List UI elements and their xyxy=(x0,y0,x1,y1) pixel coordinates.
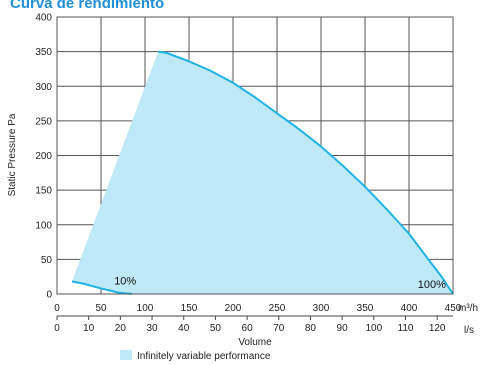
x-tick-label-m3h: 200 xyxy=(225,303,242,314)
x-tick-label-m3h: 350 xyxy=(357,303,374,314)
annotation-label: 10% xyxy=(114,275,136,287)
x-tick-label-m3h: 150 xyxy=(181,303,198,314)
y-tick-label: 150 xyxy=(35,186,52,197)
performance-area xyxy=(71,51,454,294)
x-tick-label-ls: 60 xyxy=(242,323,254,334)
x-tick-labels-ls: 0 10 20 30 40 50 60 70 80 90 100 110 120 xyxy=(54,323,446,334)
x-tick-label-m3h: 450 xyxy=(445,303,462,314)
x-tick-label-m3h: 250 xyxy=(269,303,286,314)
x-tick-label-m3h: 400 xyxy=(401,303,418,314)
x-tick-label-ls: 20 xyxy=(115,323,127,334)
x-tick-label-ls: 70 xyxy=(273,323,285,334)
x-tick-label-ls: 120 xyxy=(429,323,446,334)
x-tick-label-ls: 40 xyxy=(178,323,190,334)
x-tick-label-ls: 50 xyxy=(210,323,222,334)
x-tick-label-ls: 110 xyxy=(398,323,414,334)
secondary-axis-ticks xyxy=(56,316,438,320)
x-tick-label-m3h: 300 xyxy=(313,303,330,314)
x-tick-label-m3h: 100 xyxy=(137,303,154,314)
x-tick-label-ls: 30 xyxy=(146,323,158,334)
y-tick-label: 400 xyxy=(35,13,52,24)
x-tick-label-ls: 90 xyxy=(337,323,349,334)
curves xyxy=(71,50,454,295)
y-axis-label: Static Pressure Pa xyxy=(7,113,18,196)
x-tick-label-ls: 100 xyxy=(365,323,382,334)
x-tick-label-m3h: 0 xyxy=(54,303,60,314)
x-tick-label-ls: 0 xyxy=(54,323,60,334)
plot-frame xyxy=(56,16,454,295)
y-tick-labels: 0 50 100 150 200 250 300 350 400 xyxy=(35,13,52,301)
annotation-label: 100% xyxy=(418,279,446,291)
legend-swatch xyxy=(120,350,132,360)
legend-label: Infinitely variable performance xyxy=(137,351,271,362)
x-axis-label: Volume xyxy=(238,337,272,348)
x-tick-label-ls: 80 xyxy=(305,323,317,334)
area-layer xyxy=(71,51,454,294)
y-tick-label: 250 xyxy=(35,116,52,127)
x-tick-label-m3h: 50 xyxy=(95,303,107,314)
y-tick-label: 100 xyxy=(35,220,52,231)
curve-100pct xyxy=(158,50,454,295)
y-tick-label: 200 xyxy=(35,151,52,162)
annotations: 10% 100% xyxy=(114,275,446,290)
y-tick-label: 0 xyxy=(46,290,52,301)
y-tick-label: 50 xyxy=(41,255,53,266)
chart-title: Curva de rendimiento xyxy=(10,0,164,12)
x-unit-top: m³/h xyxy=(458,303,478,314)
y-tick-label: 350 xyxy=(35,47,52,58)
x-tick-labels-m3h: 0 50 100 150 200 250 300 350 400 450 xyxy=(54,303,462,314)
y-tick-label: 300 xyxy=(35,82,52,93)
x-tick-label-ls: 10 xyxy=(83,323,95,334)
x-unit-bottom: l/s xyxy=(464,325,474,336)
curve-10pct xyxy=(71,280,132,295)
